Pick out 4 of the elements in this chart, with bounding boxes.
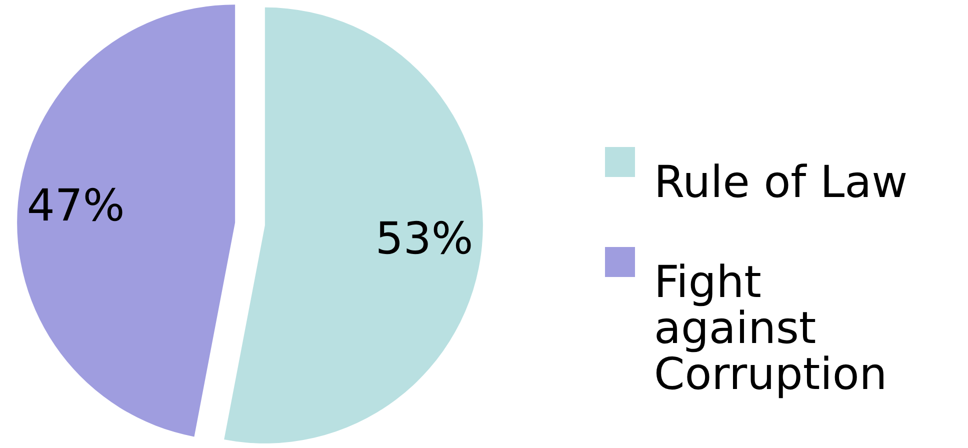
legend-label: Fight against Corruption <box>654 257 888 400</box>
data-label: 53% <box>375 213 474 264</box>
legend-label: Rule of Law <box>654 157 908 208</box>
data-label: 47% <box>26 180 125 232</box>
